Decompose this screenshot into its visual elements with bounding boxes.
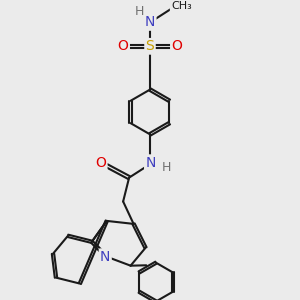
Text: H: H <box>162 161 171 174</box>
Text: N: N <box>145 15 155 29</box>
Text: O: O <box>171 39 182 53</box>
Text: N: N <box>146 156 156 170</box>
Text: H: H <box>135 5 144 19</box>
Text: N: N <box>100 250 110 264</box>
Text: S: S <box>146 39 154 53</box>
Text: O: O <box>118 39 129 53</box>
Text: O: O <box>95 156 106 170</box>
Text: CH₃: CH₃ <box>171 1 192 11</box>
